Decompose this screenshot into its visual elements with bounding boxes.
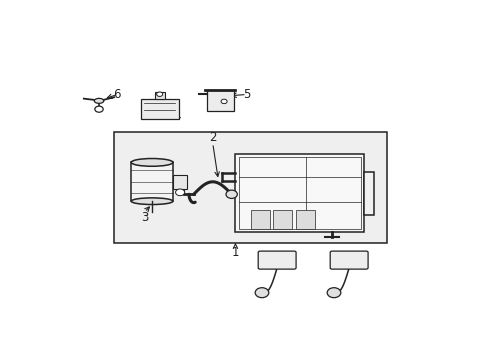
Circle shape [225,190,237,198]
FancyBboxPatch shape [329,251,367,269]
Bar [141,99,178,120]
Circle shape [326,288,340,298]
Text: 7: 7 [286,258,294,271]
Circle shape [156,92,163,96]
FancyBboxPatch shape [258,251,295,269]
Circle shape [255,288,268,298]
Bar [296,210,314,229]
Bar [235,154,364,232]
Text: 4: 4 [173,110,180,123]
Bar [239,157,360,229]
Bar [173,175,187,189]
Text: 2: 2 [208,131,216,144]
Ellipse shape [131,158,173,166]
Bar [364,172,373,215]
Bar [250,210,269,229]
Text: 5: 5 [243,88,250,101]
Ellipse shape [131,198,173,204]
Text: 8: 8 [360,258,367,271]
Bar [206,90,233,111]
Ellipse shape [94,98,103,103]
Text: 3: 3 [141,211,148,224]
Bar [131,162,173,201]
Bar [155,92,164,99]
Text: 1: 1 [231,246,239,259]
Circle shape [175,189,184,196]
Bar [273,210,292,229]
Circle shape [95,106,103,112]
Text: 6: 6 [113,88,121,101]
Bar [114,132,386,243]
Circle shape [221,99,226,104]
